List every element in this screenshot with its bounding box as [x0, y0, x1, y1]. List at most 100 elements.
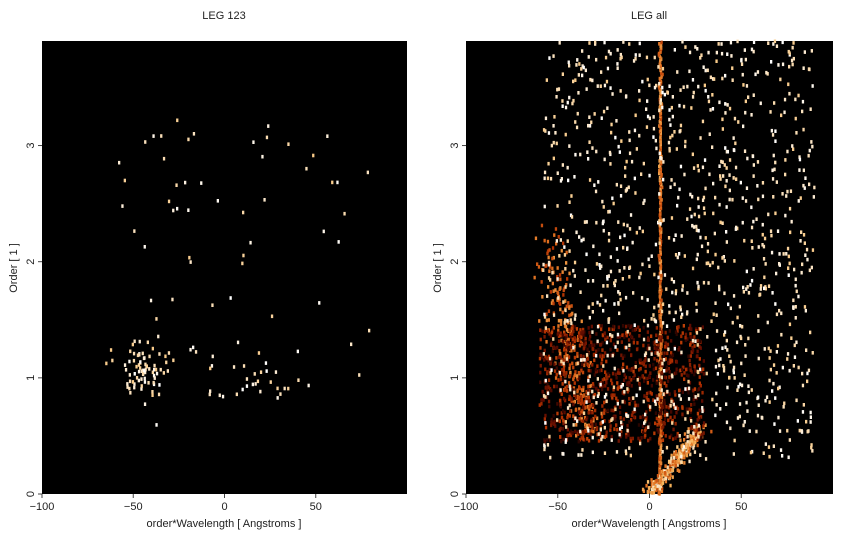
heatmap-cell — [592, 429, 595, 434]
heatmap-cell — [698, 339, 702, 343]
heatmap-cell — [676, 456, 680, 461]
heatmap-cell — [662, 218, 665, 222]
heatmap-cell — [646, 298, 649, 302]
heatmap-cell — [706, 335, 709, 339]
heatmap-cell — [619, 235, 622, 240]
heatmap-cell — [616, 401, 619, 406]
heatmap-cell — [756, 160, 760, 164]
heatmap-cell — [563, 321, 566, 325]
heatmap-cell — [723, 333, 726, 337]
heatmap-cell — [588, 140, 591, 144]
heatmap-cell — [569, 318, 572, 322]
heatmap-cell — [723, 291, 726, 296]
heatmap-cell — [545, 395, 549, 400]
heatmap-cell — [597, 439, 601, 443]
heatmap-cell — [232, 365, 236, 369]
heatmap-cell — [539, 370, 542, 375]
heatmap-cell — [581, 73, 584, 78]
heatmap-cell — [166, 369, 169, 373]
heatmap-cell — [788, 261, 791, 266]
heatmap-cell — [702, 424, 705, 428]
heatmap-cell — [746, 285, 749, 289]
heatmap-cell — [811, 248, 815, 252]
heatmap-cell — [664, 409, 667, 413]
heatmap-cell — [772, 42, 775, 46]
heatmap-cell — [592, 353, 596, 358]
heatmap-cell — [686, 434, 689, 439]
heatmap-cell — [251, 382, 254, 387]
heatmap-cell — [660, 388, 663, 392]
heatmap-cell — [733, 116, 737, 121]
y-tick-label: 3 — [25, 142, 37, 148]
heatmap-cell — [620, 430, 623, 434]
heatmap-cell — [676, 468, 679, 472]
heatmap-cell — [729, 359, 732, 364]
heatmap-cell — [721, 117, 724, 122]
heatmap-cell — [790, 219, 793, 224]
heatmap-cell — [562, 293, 565, 297]
heatmap-cell — [559, 426, 562, 431]
heatmap-cell — [540, 280, 543, 284]
heatmap-cell — [566, 239, 569, 243]
heatmap-cell — [644, 417, 647, 422]
heatmap-cell — [668, 405, 671, 410]
heatmap-cell — [714, 301, 717, 305]
heatmap-cell — [140, 384, 143, 388]
heatmap-cell — [778, 308, 781, 313]
heatmap-cell — [544, 116, 548, 121]
heatmap-cell — [714, 252, 717, 257]
heatmap-cell — [138, 353, 141, 357]
heatmap-cell — [582, 419, 585, 423]
heatmap-cell — [705, 371, 708, 376]
heatmap-cell — [793, 267, 796, 272]
heatmap-cell — [569, 429, 573, 434]
heatmap-cell — [696, 280, 699, 285]
heatmap-cell — [622, 362, 625, 367]
heatmap-cell — [561, 270, 564, 274]
heatmap-cell — [610, 381, 614, 386]
heatmap-cell — [688, 407, 691, 412]
heatmap-cell — [545, 356, 548, 361]
heatmap-cell — [774, 302, 777, 306]
heatmap-cell — [775, 180, 778, 184]
heatmap-cell — [659, 422, 662, 427]
heatmap-cell — [550, 357, 553, 362]
heatmap-cell — [562, 361, 565, 366]
heatmap-cell — [547, 378, 551, 382]
heatmap-cell — [587, 305, 591, 310]
heatmap-cell — [722, 364, 725, 368]
heatmap-cell — [549, 361, 553, 365]
heatmap-cell — [553, 419, 556, 424]
heatmap-cell — [608, 419, 611, 424]
heatmap-cell — [603, 377, 606, 381]
heatmap-cell — [660, 40, 663, 45]
heatmap-cell — [563, 388, 566, 392]
heatmap-cell — [619, 89, 622, 93]
heatmap-cell — [781, 40, 784, 45]
heatmap-cell — [667, 140, 671, 145]
heatmap-cell — [660, 380, 663, 384]
heatmap-cell — [645, 395, 648, 400]
heatmap-cell — [783, 401, 786, 406]
heatmap-cell — [569, 283, 572, 288]
heatmap-cell — [690, 106, 693, 110]
heatmap-cell — [567, 340, 570, 345]
heatmap-cell — [555, 366, 558, 370]
heatmap-cell — [548, 367, 551, 372]
heatmap-cell — [762, 257, 766, 261]
heatmap-cell — [540, 353, 543, 358]
heatmap-cell — [643, 198, 646, 203]
heatmap-cell — [738, 414, 741, 419]
heatmap-cell — [641, 229, 644, 234]
heatmap-cell — [732, 294, 736, 298]
heatmap-cell — [719, 220, 722, 225]
heatmap-cell — [592, 416, 595, 421]
heatmap-cell — [628, 396, 631, 401]
heatmap-cell — [650, 484, 654, 488]
heatmap-cell — [650, 352, 653, 356]
heatmap-cell — [658, 404, 661, 408]
heatmap-cell — [642, 399, 645, 404]
heatmap-cell — [687, 386, 691, 391]
heatmap-cell — [581, 448, 584, 452]
heatmap-cell — [570, 194, 573, 198]
